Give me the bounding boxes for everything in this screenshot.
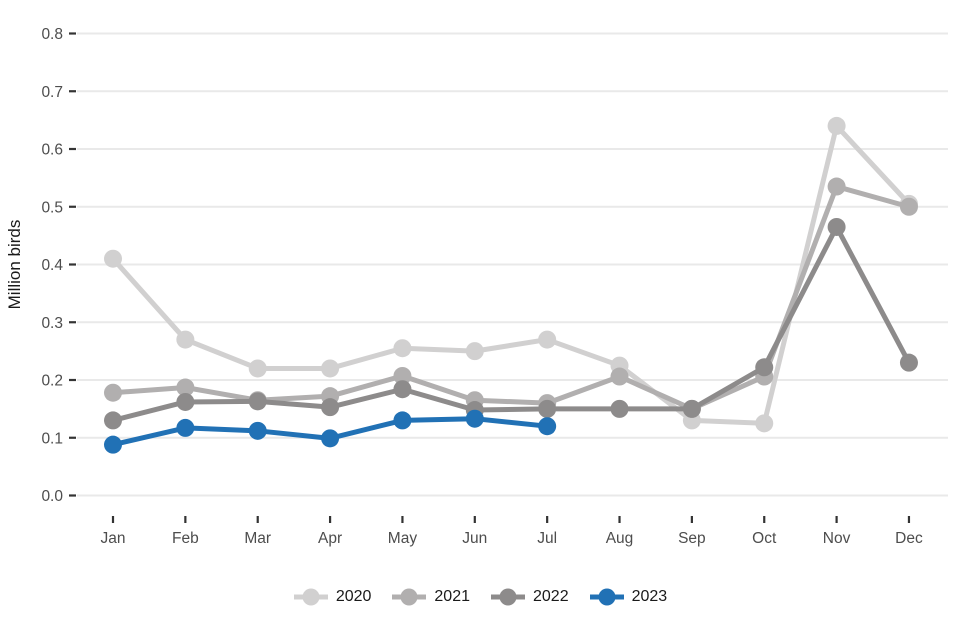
x-tick-label: Feb	[172, 530, 199, 547]
legend-label: 2022	[533, 588, 569, 605]
x-tick-label: Apr	[318, 530, 342, 547]
y-tick-label: 0.5	[41, 199, 63, 216]
x-tick-label: Mar	[244, 530, 271, 547]
data-point-2022	[176, 392, 195, 411]
data-point-2023	[321, 429, 340, 448]
data-point-2022	[248, 392, 267, 411]
legend-label: 2023	[631, 588, 668, 605]
y-tick-label: 0.6	[41, 142, 63, 159]
y-tick-label: 0.1	[41, 430, 63, 447]
data-point-2023	[538, 417, 557, 436]
x-tick-label: May	[388, 530, 418, 547]
x-tick-label: Sep	[678, 530, 706, 547]
data-point-2021	[104, 383, 122, 402]
data-point-2020	[827, 116, 846, 135]
legend-key-icon-2020	[293, 588, 328, 606]
legend-item-2021: 2021	[391, 587, 470, 607]
x-tick-label: Dec	[895, 530, 923, 547]
legend-label: 2020	[335, 588, 372, 605]
series-line-2021	[110, 184, 912, 412]
data-point-2022	[538, 399, 557, 418]
legend-label: 2021	[434, 588, 470, 605]
chart-legend: 2020 2021 2022 2023	[0, 587, 960, 607]
data-point-2023	[104, 435, 122, 454]
data-point-2023	[248, 421, 267, 440]
data-point-2020	[538, 330, 557, 349]
data-point-2022	[104, 411, 122, 430]
legend-item-2020: 2020	[293, 587, 372, 607]
data-point-2021	[176, 378, 195, 397]
series-line-2022	[110, 224, 912, 423]
data-point-2020	[104, 249, 122, 268]
data-point-2022	[827, 217, 846, 236]
data-point-2020	[465, 342, 484, 361]
y-tick-label: 0.0	[41, 488, 63, 505]
x-tick-label: Jan	[101, 530, 126, 547]
data-point-2022	[321, 398, 340, 417]
data-point-2022	[899, 353, 918, 372]
data-point-2022	[610, 399, 629, 418]
x-tick-label: Aug	[606, 530, 634, 547]
x-tick-label: Nov	[823, 530, 851, 547]
y-tick-label: 0.2	[41, 373, 63, 390]
data-point-2021	[393, 366, 412, 385]
legend-key-icon-2023	[589, 588, 624, 606]
data-point-2022	[682, 399, 701, 418]
data-point-2020	[321, 359, 340, 378]
series-line-2020	[110, 123, 912, 426]
y-tick-label: 0.4	[41, 257, 63, 274]
data-point-2021	[899, 197, 918, 216]
legend-key-icon-2022	[491, 588, 525, 606]
data-point-2021	[827, 177, 846, 196]
data-point-2022	[755, 358, 774, 377]
x-tick-label: Jun	[462, 530, 487, 547]
legend-item-2023: 2023	[589, 587, 668, 607]
data-point-2020	[176, 330, 195, 349]
y-axis-title: Million birds	[5, 220, 24, 310]
y-tick-label: 0.3	[41, 315, 63, 332]
x-tick-label: Jul	[537, 530, 557, 547]
data-point-2020	[755, 414, 774, 433]
data-point-2020	[248, 359, 267, 378]
y-tick-label: 0.8	[41, 26, 63, 43]
data-point-2022	[393, 380, 412, 399]
legend-key-icon-2021	[392, 588, 427, 606]
data-point-2020	[393, 339, 412, 358]
data-point-2023	[176, 418, 195, 437]
y-tick-label: 0.7	[41, 84, 63, 101]
data-point-2023	[465, 409, 484, 428]
x-tick-label: Oct	[752, 530, 777, 547]
data-point-2023	[393, 411, 412, 430]
legend-item-2022: 2022	[490, 587, 569, 607]
data-point-2021	[610, 367, 629, 386]
